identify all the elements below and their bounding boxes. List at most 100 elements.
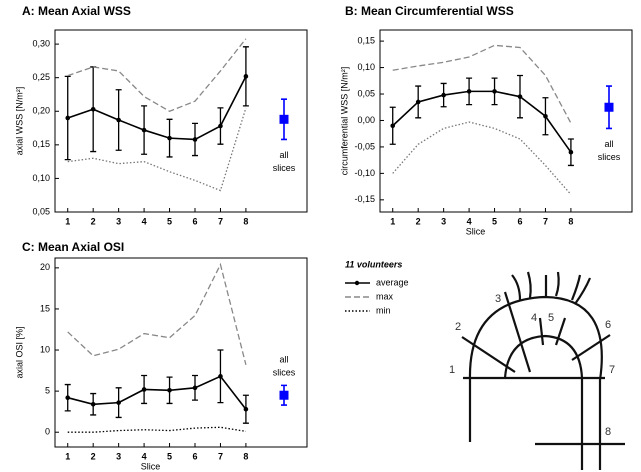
data-point [543, 113, 548, 119]
series-line [67, 262, 247, 365]
x-tick-label: 1 [65, 451, 70, 461]
y-tick-label: 10 [40, 344, 50, 354]
aorta-branches [511, 271, 592, 305]
x-axis-label: Slice [141, 461, 161, 471]
aorta-diagram [461, 271, 625, 470]
series-line [67, 107, 247, 192]
plot-frame [379, 29, 633, 213]
segment-label: 5 [548, 312, 554, 324]
series-line [67, 426, 247, 433]
data-point [65, 395, 71, 400]
chart-title: B: Mean Circumferential WSS [345, 4, 514, 18]
x-tick-label: 8 [243, 451, 248, 461]
x-tick-label: 4 [142, 451, 147, 461]
y-tick-label: 0,10 [32, 173, 50, 183]
x-tick-label: 3 [441, 216, 446, 226]
data-point [517, 94, 523, 99]
x-tick-label: 1 [65, 216, 70, 226]
y-tick-label: -0,05 [354, 141, 375, 151]
plot-frame [54, 29, 308, 213]
x-tick-label: 3 [116, 451, 121, 461]
y-axis-label: axial WSS [N/m²] [14, 87, 24, 156]
legend-label: min [376, 305, 391, 315]
y-tick-label: 0,15 [357, 35, 375, 45]
legend-label: max [376, 291, 394, 301]
data-point [441, 92, 446, 98]
segment-label: 1 [449, 364, 455, 376]
series-line [67, 38, 247, 112]
y-tick-label: 0,20 [32, 106, 50, 116]
data-point [466, 89, 472, 94]
data-point [243, 406, 249, 412]
summary-label: slices [273, 163, 296, 173]
segment-label: 4 [531, 312, 537, 324]
y-tick-label: 5 [45, 385, 50, 395]
chart-title: C: Mean Axial OSI [22, 240, 124, 254]
x-tick-label: 6 [517, 216, 522, 226]
legend-marker [354, 280, 360, 286]
y-tick-label: 0,10 [357, 62, 375, 72]
x-tick-label: 4 [467, 216, 472, 226]
y-tick-label: 0,25 [32, 72, 50, 82]
segment-label: 7 [609, 364, 615, 376]
summary-label: all [279, 150, 288, 160]
x-tick-label: 7 [218, 451, 223, 461]
chart-panel: A: Mean Axial WSS 0,05 0,10 0,15 0,20 0,25 0,3… [14, 4, 308, 226]
summary-marker [279, 390, 289, 400]
y-axis-label: circumferential WSS [N/m²] [339, 67, 349, 176]
x-tick-label: 8 [243, 216, 248, 226]
y-tick-label: 15 [40, 303, 50, 313]
summary-marker [279, 114, 289, 124]
plot-frame [54, 257, 308, 448]
summary-label: all [279, 355, 288, 365]
x-tick-label: 2 [91, 216, 96, 226]
segment-line [503, 291, 532, 373]
data-point [90, 106, 96, 112]
series-line [392, 90, 572, 153]
y-tick-label: -0,15 [354, 194, 375, 204]
data-point [415, 99, 421, 105]
chart-panel: B: Mean Circumferential WSS -0,15 -0,10 -0,… [339, 4, 633, 236]
series-line [392, 44, 572, 124]
data-point [243, 74, 249, 79]
y-tick-label: 0,05 [357, 88, 375, 98]
aorta-inner [503, 334, 584, 470]
data-point [390, 123, 396, 129]
x-tick-label: 1 [390, 216, 395, 226]
x-axis-label: Slice [466, 226, 486, 236]
data-point [116, 117, 121, 123]
legend-label: average [376, 277, 409, 287]
segment-line [461, 336, 516, 373]
data-point [167, 135, 172, 141]
data-point [218, 374, 223, 379]
x-tick-label: 7 [543, 216, 548, 226]
x-tick-label: 8 [568, 216, 573, 226]
y-tick-label: -0,10 [354, 168, 375, 178]
y-tick-label: 20 [40, 262, 50, 272]
data-point [167, 388, 172, 393]
x-tick-label: 2 [91, 451, 96, 461]
x-tick-label: 6 [192, 216, 197, 226]
x-tick-label: 6 [192, 451, 197, 461]
data-point [568, 149, 574, 155]
x-tick-label: 3 [116, 216, 121, 226]
data-point [141, 127, 147, 133]
y-tick-label: 0,00 [357, 115, 375, 125]
summary-label: all [604, 139, 613, 149]
x-tick-label: 4 [142, 216, 147, 226]
legend-title: 11 volunteers [345, 259, 402, 269]
summary-label: slices [273, 368, 296, 378]
segment-line [554, 317, 567, 346]
y-axis-label: axial OSI [%] [14, 326, 24, 378]
data-point [65, 115, 71, 121]
data-point [141, 387, 147, 392]
y-tick-label: 0,05 [32, 206, 50, 216]
data-point [218, 123, 223, 129]
series-line [67, 75, 247, 141]
y-tick-label: 0,15 [32, 139, 50, 149]
x-tick-label: 7 [218, 216, 223, 226]
x-tick-label: 2 [416, 216, 421, 226]
data-point [192, 137, 198, 142]
series-line [392, 121, 572, 195]
